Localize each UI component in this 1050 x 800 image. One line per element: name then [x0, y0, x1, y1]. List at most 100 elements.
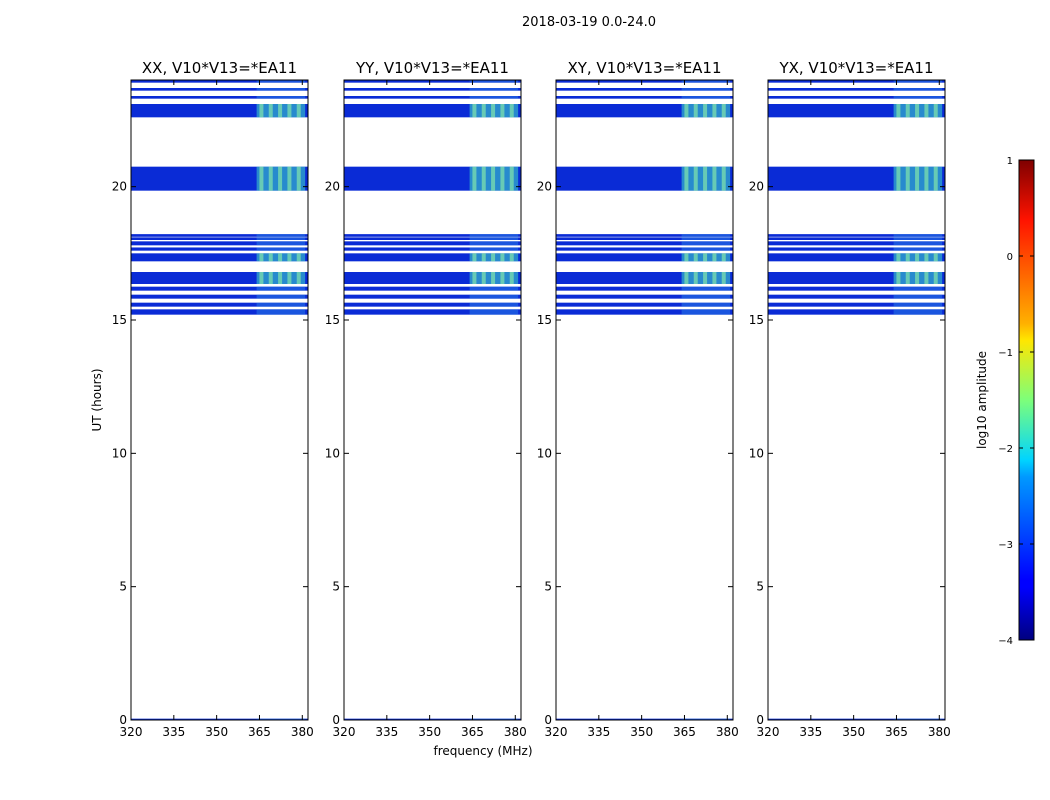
rfi-channel: [500, 166, 505, 191]
data-band: [131, 234, 308, 237]
data-band: [344, 237, 521, 240]
rfi-channel: [933, 104, 938, 118]
data-band: [768, 718, 945, 720]
rfi-region: [256, 718, 306, 720]
rfi-channel: [296, 166, 301, 191]
rfi-channel: [905, 104, 910, 118]
rfi-channel: [296, 104, 301, 118]
colorbar-gradient: [1018, 159, 1035, 641]
rfi-channel: [684, 253, 689, 262]
rfi-region: [469, 294, 519, 299]
x-tick-label: 365: [461, 725, 484, 739]
data-band: [768, 241, 945, 246]
y-tick-label: 10: [112, 446, 127, 460]
rfi-region: [681, 247, 731, 251]
data-band: [131, 286, 308, 291]
rfi-channel: [721, 166, 726, 191]
rfi-region: [681, 237, 731, 240]
x-tick-label: 365: [885, 725, 908, 739]
rfi-channel: [721, 104, 726, 118]
y-tick-label: 20: [112, 180, 127, 194]
rfi-region: [893, 80, 943, 83]
data-band: [344, 302, 521, 307]
rfi-channel: [481, 272, 486, 284]
rfi-channel: [712, 272, 717, 284]
rfi-region: [256, 80, 306, 83]
rfi-channel: [703, 166, 708, 191]
rfi-region: [469, 302, 519, 307]
data-band: [768, 286, 945, 291]
rfi-channel: [278, 104, 283, 118]
data-band: [768, 253, 945, 262]
rfi-channel: [933, 253, 938, 262]
rfi-channel: [924, 253, 929, 262]
rfi-channel: [712, 166, 717, 191]
rfi-channel: [721, 272, 726, 284]
y-tick-label: 0: [332, 713, 340, 727]
x-tick-label: 335: [375, 725, 398, 739]
rfi-region: [469, 80, 519, 83]
rfi-region: [681, 234, 731, 237]
rfi-region: [893, 96, 943, 99]
panel-title: YX, V10*V13=*EA11: [778, 59, 933, 77]
colorbar-label: log10 amplitude: [975, 351, 989, 449]
rfi-region: [893, 294, 943, 299]
rfi-channel: [712, 253, 717, 262]
rfi-region: [469, 241, 519, 246]
data-band: [556, 302, 733, 307]
rfi-region: [256, 302, 306, 307]
rfi-channel: [915, 253, 920, 262]
rfi-region: [469, 286, 519, 291]
rfi-region: [469, 309, 519, 315]
rfi-region: [256, 309, 306, 315]
rfi-channel: [278, 253, 283, 262]
data-band: [344, 309, 521, 315]
rfi-channel: [472, 166, 477, 191]
rfi-channel: [924, 166, 929, 191]
panel-4: YX, V10*V13=*EA11 320 335 350 365 380 0 5 10 15 20: [749, 59, 951, 739]
rfi-channel: [703, 272, 708, 284]
data-band: [556, 80, 733, 83]
x-tick-label: 365: [248, 725, 271, 739]
y-axis-label: UT (hours): [90, 368, 104, 431]
rfi-region: [256, 237, 306, 240]
data-band: [768, 247, 945, 251]
rfi-channel: [509, 166, 514, 191]
rfi-region: [893, 241, 943, 246]
rfi-channel: [481, 253, 486, 262]
rfi-region: [893, 237, 943, 240]
rfi-channel: [896, 272, 901, 284]
colorbar-tick-label: 0: [1007, 252, 1013, 263]
rfi-channel: [500, 253, 505, 262]
x-tick-label: 365: [673, 725, 696, 739]
rfi-channel: [259, 104, 264, 118]
rfi-channel: [481, 166, 486, 191]
rfi-channel: [268, 104, 273, 118]
rfi-channel: [896, 253, 901, 262]
rfi-channel: [712, 104, 717, 118]
rfi-channel: [693, 272, 698, 284]
data-band: [344, 718, 521, 720]
data-band: [768, 237, 945, 240]
colorbar-tick-label: −3: [998, 540, 1013, 551]
rfi-channel: [509, 104, 514, 118]
data-band: [556, 718, 733, 720]
data-band: [344, 88, 521, 91]
rfi-channel: [915, 272, 920, 284]
rfi-channel: [684, 166, 689, 191]
x-tick-label: 350: [630, 725, 653, 739]
colorbar-tick-label: −4: [998, 636, 1013, 647]
x-tick-label: 380: [716, 725, 739, 739]
data-band: [344, 247, 521, 251]
rfi-channel: [693, 166, 698, 191]
rfi-channel: [693, 104, 698, 118]
data-band: [556, 88, 733, 91]
data-band: [131, 294, 308, 299]
rfi-region: [681, 309, 731, 315]
x-tick-label: 380: [928, 725, 951, 739]
data-band: [556, 253, 733, 262]
x-axis-label: frequency (MHz): [433, 744, 532, 758]
rfi-channel: [481, 104, 486, 118]
data-band: [556, 294, 733, 299]
rfi-region: [469, 96, 519, 99]
